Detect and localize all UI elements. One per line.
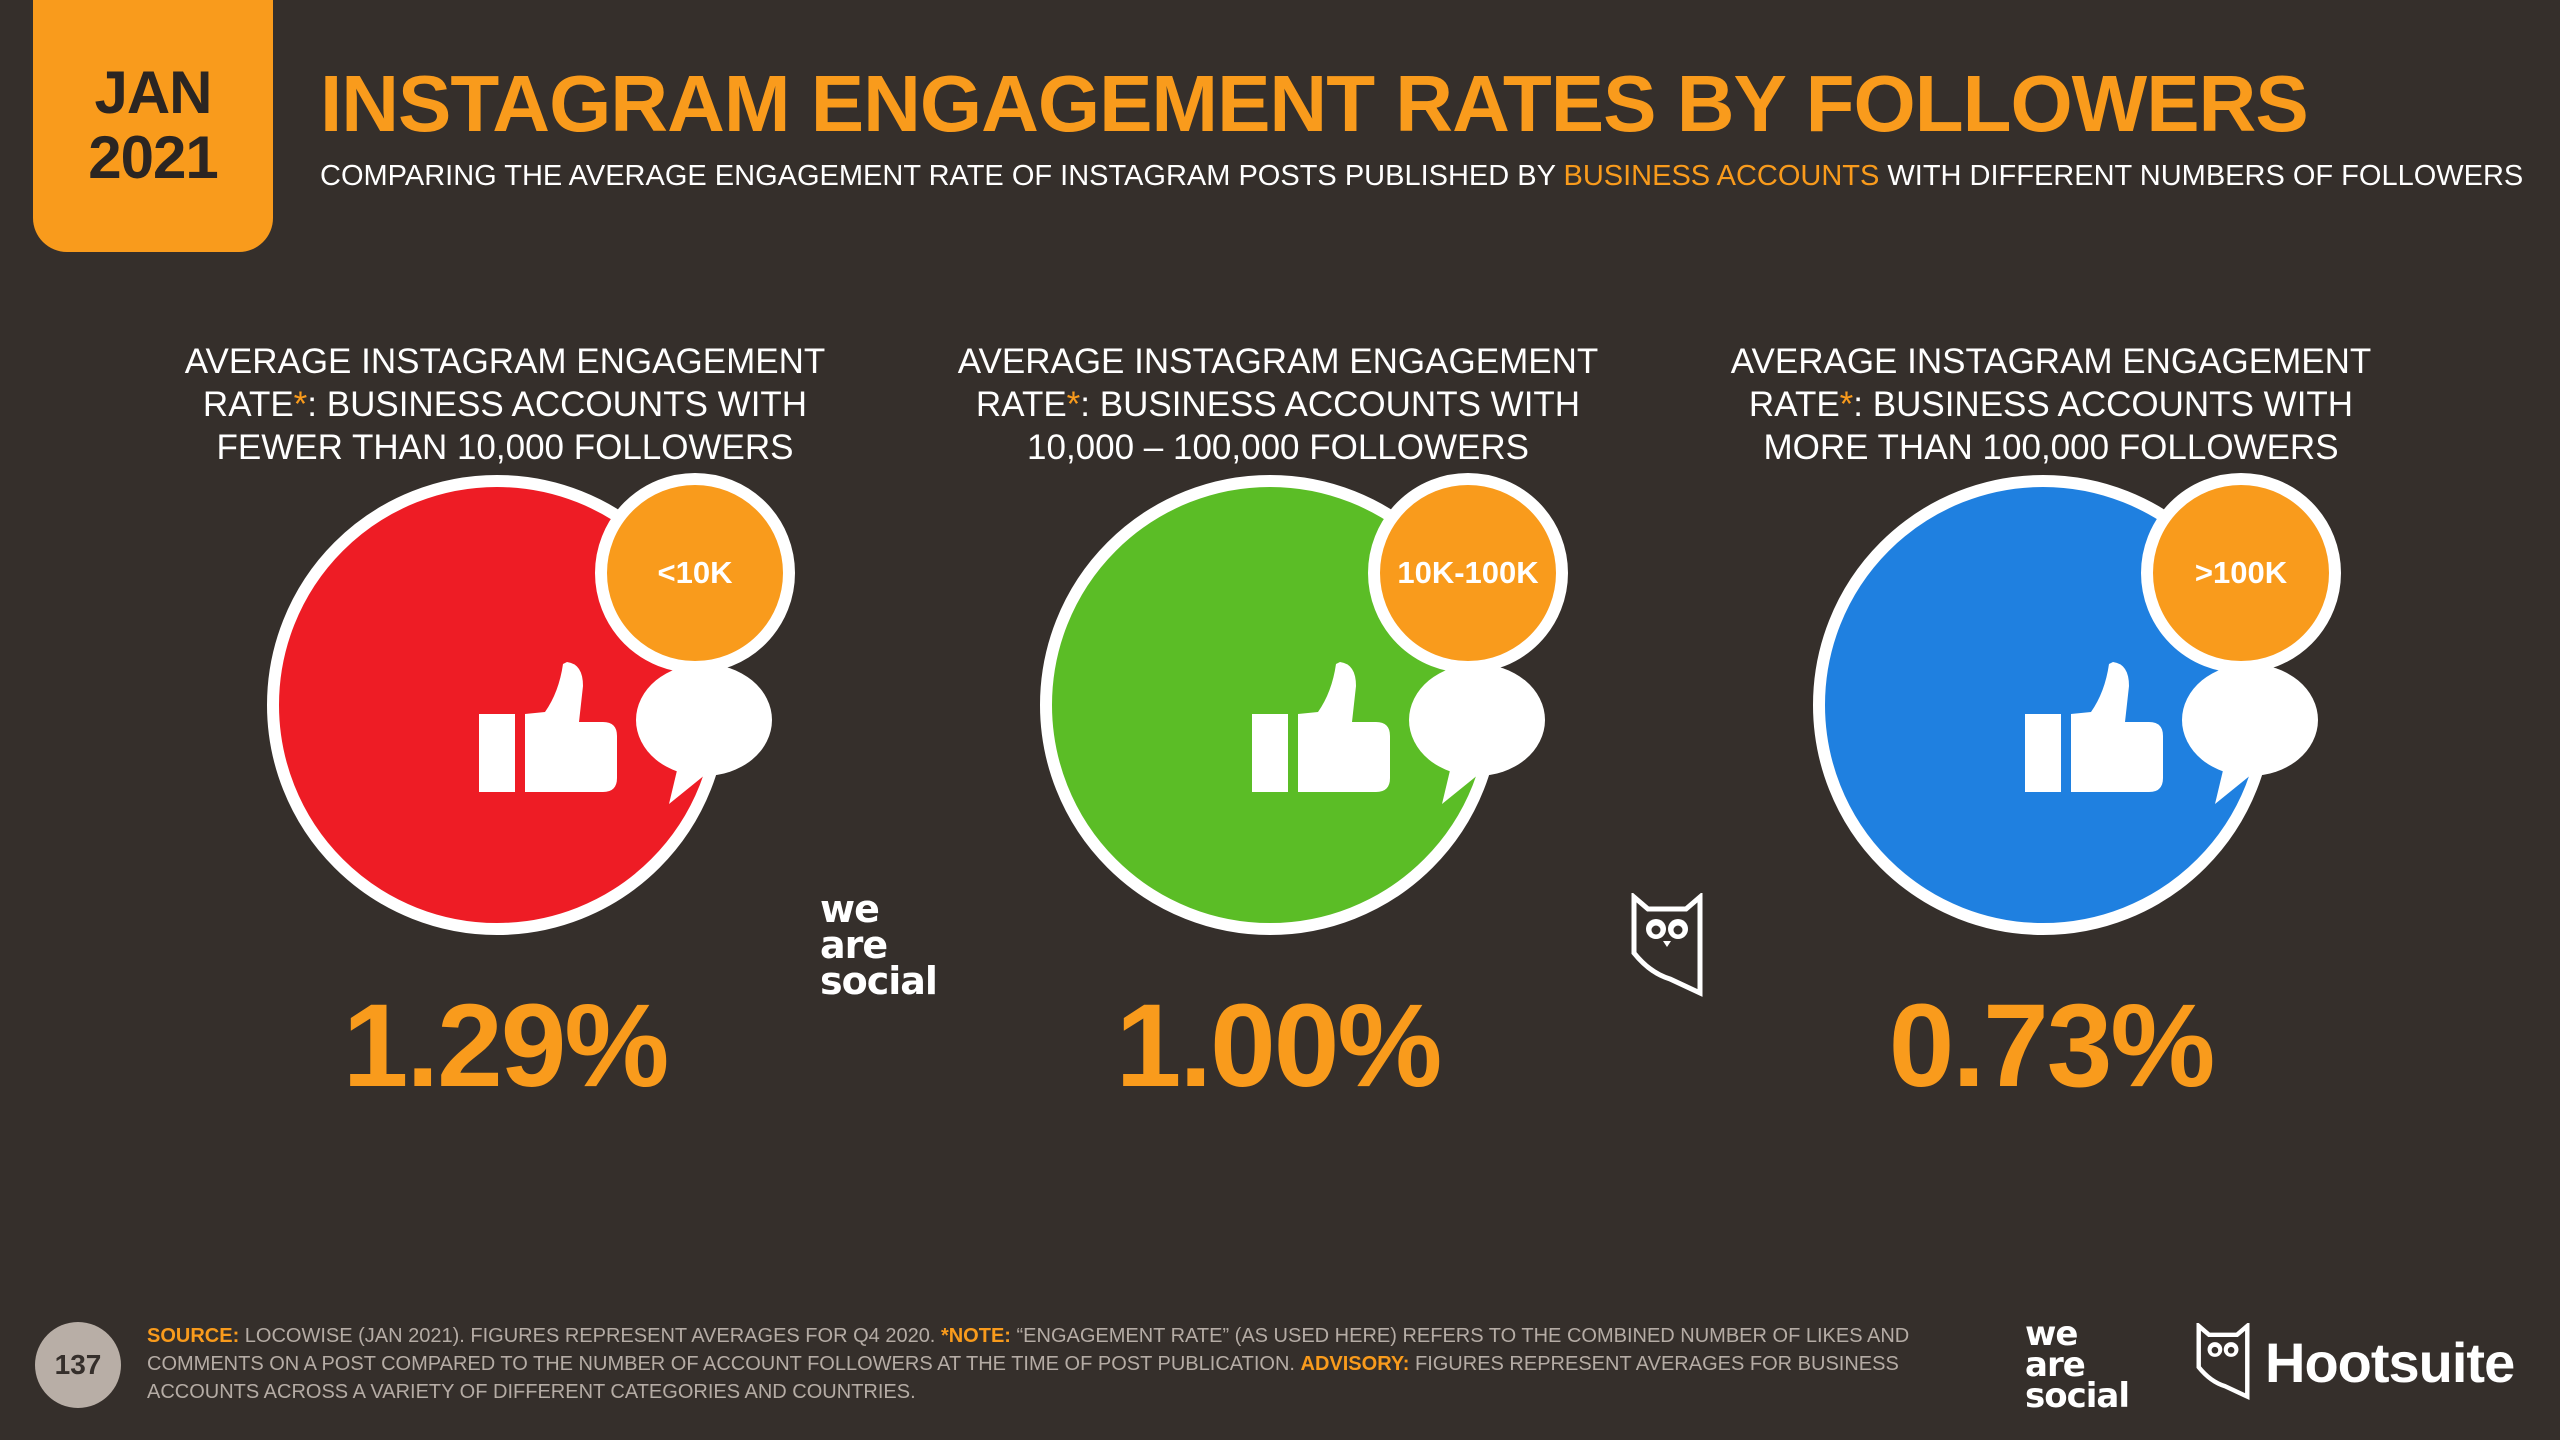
svg-text:social: social	[820, 959, 937, 1003]
engagement-rate-value: 0.73%	[1888, 980, 2216, 1112]
column-label-line3: 10,000 – 100,000 FOLLOWERS	[1027, 428, 1529, 467]
column-label-line1: AVERAGE INSTAGRAM ENGAGEMENT	[184, 342, 826, 381]
engagement-circle-group: >100K	[1701, 473, 2401, 975]
we-are-social-footer-logo: we are social	[2025, 1314, 2165, 1420]
page-number: 137	[35, 1322, 121, 1408]
engagement-rate-value: 1.00%	[1115, 980, 1443, 1112]
column-label-line3: FEWER THAN 10,000 FOLLOWERS	[216, 428, 794, 467]
note-label: *NOTE:	[940, 1325, 1011, 1347]
column-label-line2: RATE*: BUSINESS ACCOUNTS WITH	[1748, 385, 2354, 424]
engagement-icons	[479, 652, 789, 812]
svg-text:we: we	[820, 888, 879, 931]
footnote: SOURCE: LOCOWISE (JAN 2021). FIGURES REP…	[147, 1322, 1997, 1406]
follower-range-badge: >100K	[2141, 473, 2341, 673]
hootsuite-owl-icon	[1630, 891, 1704, 1004]
column-label-line1: AVERAGE INSTAGRAM ENGAGEMENT	[1730, 342, 2372, 381]
engagement-column-small: AVERAGE INSTAGRAM ENGAGEMENT RATE*: BUSI…	[155, 340, 855, 1114]
hootsuite-wordmark: Hootsuite	[2265, 1330, 2515, 1394]
column-label-line2: RATE*: BUSINESS ACCOUNTS WITH	[202, 385, 808, 424]
engagement-icons	[2025, 652, 2335, 812]
advisory-label: ADVISORY:	[1300, 1353, 1410, 1375]
engagement-column-medium: AVERAGE INSTAGRAM ENGAGEMENT RATE*: BUSI…	[928, 340, 1628, 1114]
speech-bubble-icon	[2182, 664, 2318, 804]
thumbs-up-icon	[479, 662, 617, 792]
column-label: AVERAGE INSTAGRAM ENGAGEMENT RATE*: BUSI…	[155, 340, 855, 475]
svg-text:are: are	[820, 923, 887, 967]
speech-bubble-icon	[636, 664, 772, 804]
engagement-circle-group: <10K	[155, 473, 855, 975]
subtitle-text-start: COMPARING THE AVERAGE ENGAGEMENT RATE OF…	[320, 160, 1564, 192]
subtitle-text-end: WITH DIFFERENT NUMBERS OF FOLLOWERS	[1879, 160, 2524, 192]
note-text: “ENGAGEMENT RATE” (AS USED HERE) REFERS …	[147, 1325, 1910, 1375]
engagement-rate-value: 1.29%	[342, 980, 670, 1112]
date-badge: JAN 2021	[33, 0, 273, 252]
follower-range-badge: 10K-100K	[1368, 473, 1568, 673]
page-subtitle: COMPARING THE AVERAGE ENGAGEMENT RATE OF…	[320, 160, 2523, 193]
svg-text:are: are	[2025, 1345, 2085, 1385]
date-year: 2021	[88, 124, 218, 191]
we-are-social-logo: we are social	[818, 887, 978, 1008]
advisory-text: FIGURES REPRESENT AVERAGES FOR BUSINESS …	[147, 1353, 1899, 1403]
column-label: AVERAGE INSTAGRAM ENGAGEMENT RATE*: BUSI…	[928, 340, 1628, 475]
hootsuite-logo: Hootsuite	[2195, 1323, 2515, 1401]
speech-bubble-icon	[1409, 664, 1545, 804]
column-label: AVERAGE INSTAGRAM ENGAGEMENT RATE*: BUSI…	[1701, 340, 2401, 475]
column-label-line1: AVERAGE INSTAGRAM ENGAGEMENT	[957, 342, 1599, 381]
svg-text:social: social	[2025, 1376, 2129, 1415]
follower-range-badge: <10K	[595, 473, 795, 673]
source-text: LOCOWISE (JAN 2021). FIGURES REPRESENT A…	[239, 1325, 941, 1347]
column-label-line3: MORE THAN 100,000 FOLLOWERS	[1763, 428, 2339, 467]
source-label: SOURCE:	[147, 1325, 240, 1347]
page-title: INSTAGRAM ENGAGEMENT RATES BY FOLLOWERS	[320, 59, 2309, 148]
thumbs-up-icon	[2025, 662, 2163, 792]
svg-text:we: we	[2025, 1315, 2077, 1354]
engagement-icons	[1252, 652, 1562, 812]
engagement-circle-group: 10K-100K	[928, 473, 1628, 975]
hootsuite-owl-icon	[2196, 1323, 2250, 1401]
date-month: JAN	[94, 59, 212, 127]
subtitle-highlight: BUSINESS ACCOUNTS	[1563, 160, 1880, 192]
thumbs-up-icon	[1252, 662, 1390, 792]
column-label-line2: RATE*: BUSINESS ACCOUNTS WITH	[975, 385, 1581, 424]
engagement-column-large: AVERAGE INSTAGRAM ENGAGEMENT RATE*: BUSI…	[1701, 340, 2401, 1114]
